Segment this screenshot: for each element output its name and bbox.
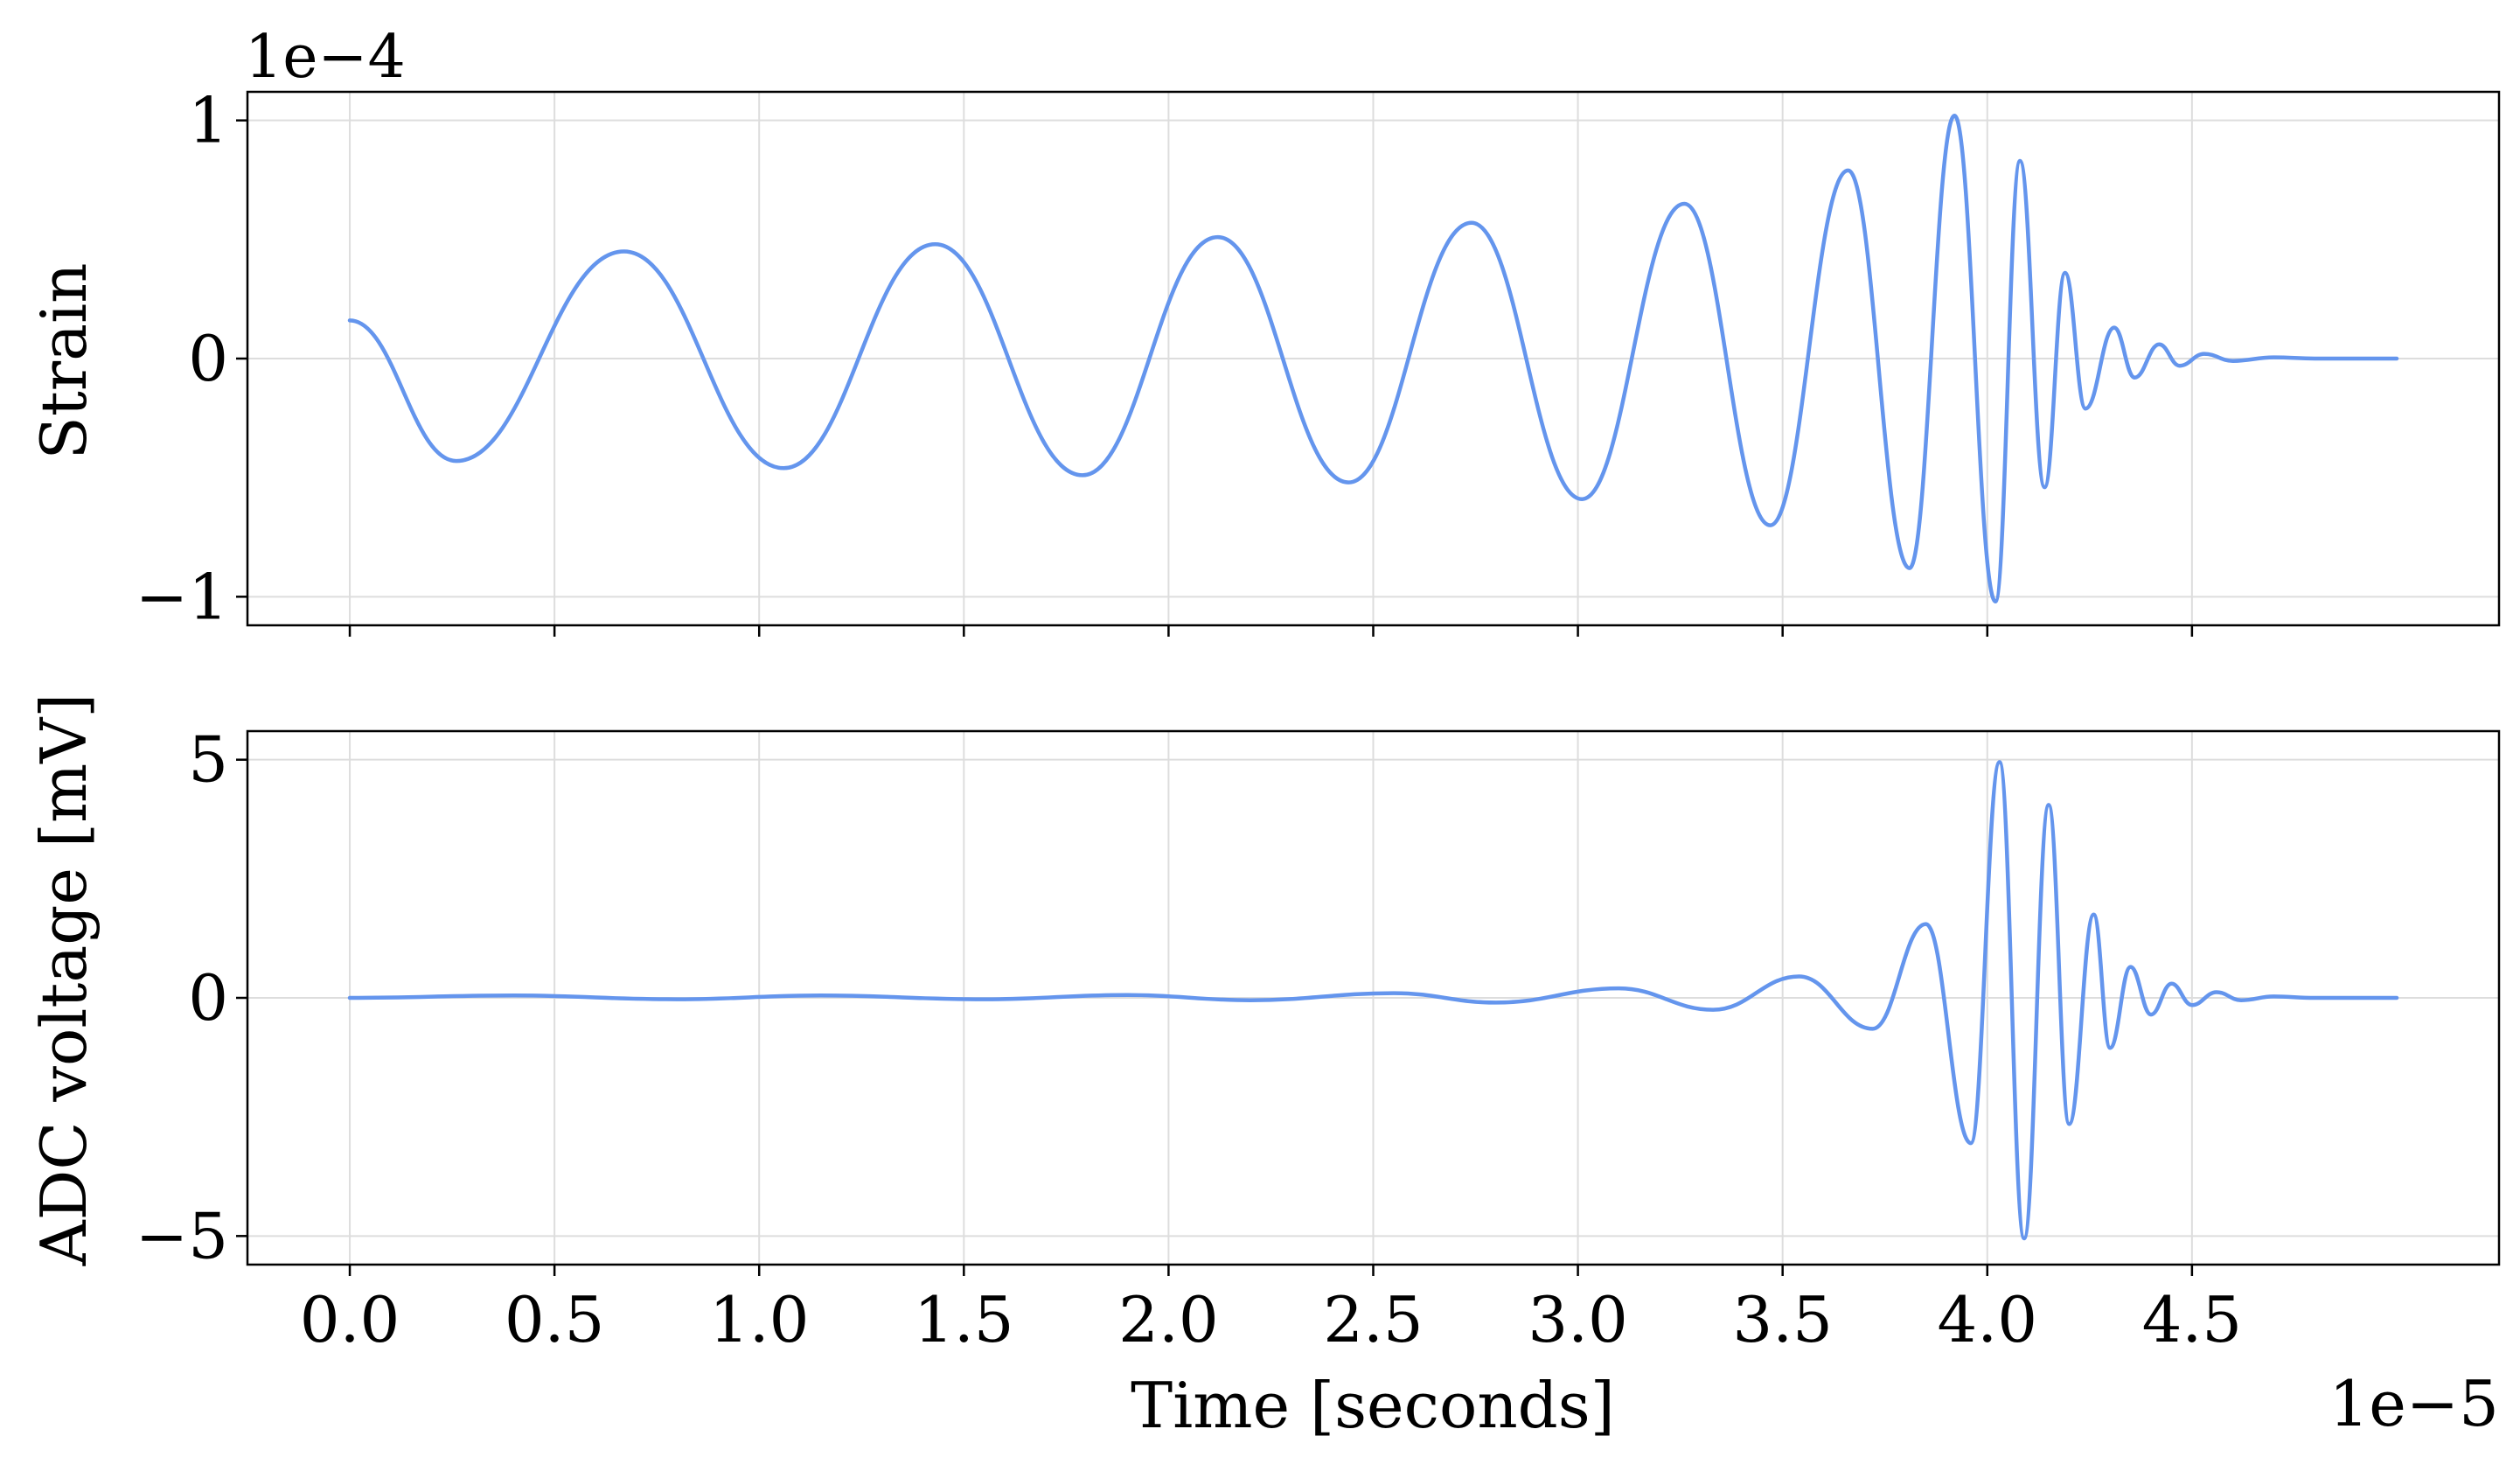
- y-tick-label: 0: [188, 322, 228, 395]
- y-tick-label: −1: [136, 560, 228, 633]
- x-tick-label: 3.5: [1732, 1283, 1833, 1356]
- tick-layer: −1 0 1 0.0 0.5 1.0 1.5 2.0 2.5 3.0 3.5 4.0 4.5 −5 0 5: [136, 84, 2242, 1356]
- adc-voltage-series-line: [347, 760, 2399, 1241]
- strain-y-offset-text: 1e−4: [245, 23, 406, 92]
- x-tick-label: 1.5: [914, 1283, 1014, 1356]
- x-tick-label: 2.0: [1118, 1283, 1219, 1356]
- strain-series-line: [347, 113, 2399, 604]
- x-offset-text: 1e−5: [2329, 1367, 2499, 1440]
- y-tick-label: 1: [188, 84, 228, 157]
- x-tick-label: 1.0: [709, 1283, 810, 1356]
- y-tick-label: −5: [136, 1199, 228, 1272]
- x-tick-label: 4.0: [1938, 1283, 2038, 1356]
- x-tick-label: 0.0: [300, 1283, 400, 1356]
- strain-y-axis-label: Strain: [27, 263, 101, 460]
- y-tick-label: 0: [188, 961, 228, 1035]
- x-tick-label: 2.5: [1323, 1283, 1424, 1356]
- x-axis-label: Time [seconds]: [1131, 1369, 1615, 1442]
- grid-layer: [247, 92, 2499, 1265]
- adc-y-axis-label: ADC voltage [mV]: [27, 694, 101, 1267]
- x-tick-label: 4.5: [2142, 1283, 2243, 1356]
- y-tick-label: 5: [188, 723, 228, 797]
- x-tick-label: 0.5: [505, 1283, 605, 1356]
- x-tick-label: 3.0: [1528, 1283, 1628, 1356]
